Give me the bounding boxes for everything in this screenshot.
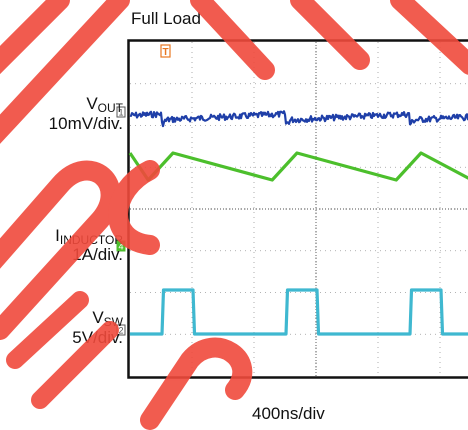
vsw-trace xyxy=(130,288,468,336)
vsw-scale: 5V/div. xyxy=(72,328,123,347)
timebase-label: 400ns/div xyxy=(252,404,325,423)
iinductor-scale: 1A/div. xyxy=(72,245,123,264)
vout-label: VOUT xyxy=(86,94,123,115)
vsw-channel-marker: 2 xyxy=(118,326,123,336)
vout-trace xyxy=(129,110,468,128)
vout-scale: 10mV/div. xyxy=(48,114,123,133)
iinductor-trace xyxy=(128,151,468,182)
vsw-label: VSW xyxy=(92,308,123,329)
scope-traces xyxy=(128,110,468,336)
iinductor-label: IINDUCTOR xyxy=(55,226,123,247)
chart-title: Full Load xyxy=(131,9,201,28)
trigger-marker: T xyxy=(162,47,168,58)
trigger-marker-box xyxy=(160,44,171,58)
scope-grid xyxy=(130,42,468,376)
